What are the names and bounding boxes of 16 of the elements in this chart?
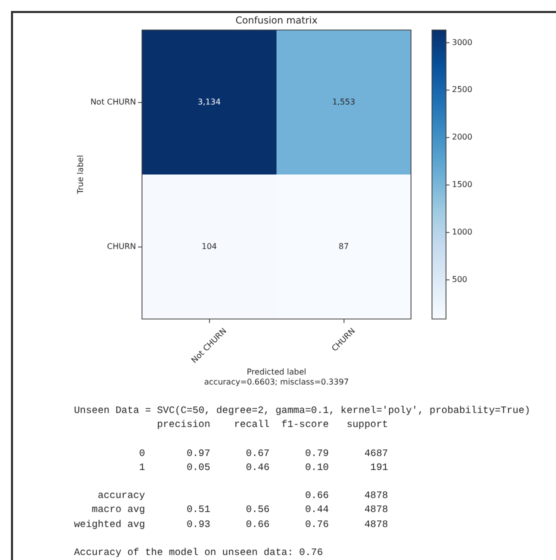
color-bar-label: 2500 (452, 85, 472, 94)
color-bar-label: 2000 (452, 132, 472, 142)
y-axis-title: True label (76, 155, 85, 195)
color-bar-label: 1500 (452, 180, 472, 190)
text: Unseen Data = SVC(C=50, degree=2, gamma=0.1, kernel='poly', probability=True) precision recall f1-score support 0 0.97 0.67 0.79 4687 1 0.05 0.46 0.10 191 accuracy 0.66 4878 macro avg 0.51 0.56 0.44 4878 weighted avg 0.93 0.66 0.76 4878 (74, 405, 530, 530)
text: Accuracy of the model on unseen data: 0.76 (74, 546, 323, 560)
color-bar-label: 3000 (452, 38, 472, 47)
x-axis-title: Predicted label (246, 368, 306, 377)
data-label: 87 (338, 242, 349, 251)
text: accuracy=0.6603; misclass=0.3397 (204, 377, 349, 386)
chart-title: Confusion matrix (235, 16, 318, 26)
data-label: 104 (202, 242, 217, 251)
color-bar-label: 1000 (452, 227, 472, 236)
color-bar-label: 500 (452, 274, 468, 284)
data-label: 1,553 (332, 97, 356, 106)
data-label: 3,134 (198, 97, 221, 106)
